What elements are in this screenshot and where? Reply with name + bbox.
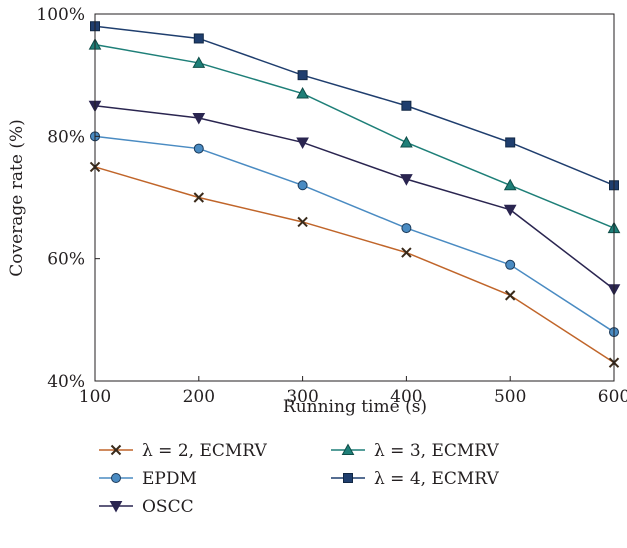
data-point [193, 192, 205, 203]
plot-area [88, 21, 621, 368]
x-axis-title: Running time (s) [283, 397, 427, 417]
data-point [505, 259, 516, 270]
axes: 100 200 300 400 500 600 40% 60% 80% 100% [36, 5, 627, 407]
legend-item: λ = 3, ECMRV [331, 441, 499, 461]
data-point [192, 112, 206, 125]
y-tick-label: 60% [47, 250, 85, 270]
data-point [297, 216, 308, 228]
data-point-stroke [297, 216, 308, 228]
data-point [193, 33, 204, 44]
legend-marker-stroke [110, 444, 122, 456]
data-point-stroke [504, 290, 516, 301]
legend-label: λ = 4, ECMRV [374, 469, 499, 489]
legend: λ = 2, ECMRV EPDM OSCC λ = 3, ECMRV λ = 4, E… [99, 441, 499, 517]
series-line-2 [94, 105, 615, 290]
legend-item: λ = 2, ECMRV [99, 441, 267, 461]
data-point [503, 178, 517, 191]
legend-item: λ = 4, ECMRV [331, 469, 499, 489]
legend-marker [341, 443, 355, 455]
legend-item: EPDM [99, 469, 197, 489]
data-point [297, 70, 308, 81]
data-point [400, 174, 413, 186]
x-tick-label: 600 [598, 387, 627, 407]
data-point-stroke [401, 247, 412, 258]
x-tick-label: 200 [183, 387, 215, 407]
series-line-1 [94, 135, 615, 333]
plot-frame [94, 13, 615, 382]
data-point [297, 180, 308, 191]
y-tick-label: 40% [47, 372, 85, 392]
data-point [503, 204, 517, 217]
x-tick-label: 100 [79, 387, 111, 407]
series-line-4 [94, 25, 615, 186]
y-axis-title: Coverage rate (%) [7, 119, 27, 277]
data-point [296, 86, 309, 99]
x-tick-label: 400 [390, 387, 422, 407]
series-line-3 [94, 43, 615, 229]
data-point [400, 135, 413, 148]
legend-label: EPDM [142, 469, 197, 489]
data-point [504, 290, 516, 301]
x-tick-label: 300 [286, 387, 318, 407]
data-point [401, 247, 412, 258]
legend-item: OSCC [99, 497, 194, 517]
data-point [505, 137, 516, 148]
legend-marker [109, 501, 123, 513]
y-tick-label: 100% [36, 5, 85, 25]
legend-label: OSCC [142, 497, 194, 517]
y-tick-label: 80% [47, 127, 85, 147]
legend-marker [343, 473, 353, 483]
x-tick-label: 500 [494, 387, 526, 407]
legend-label: λ = 2, ECMRV [142, 441, 267, 461]
data-point [401, 223, 412, 234]
series-line-0 [94, 166, 615, 364]
data-point [193, 143, 204, 154]
legend-marker [111, 473, 121, 483]
legend-label: λ = 3, ECMRV [374, 441, 499, 461]
data-point-stroke [193, 192, 205, 203]
data-point [401, 100, 412, 111]
data-point [192, 56, 206, 68]
data-point [296, 137, 309, 149]
legend-marker [110, 444, 122, 456]
